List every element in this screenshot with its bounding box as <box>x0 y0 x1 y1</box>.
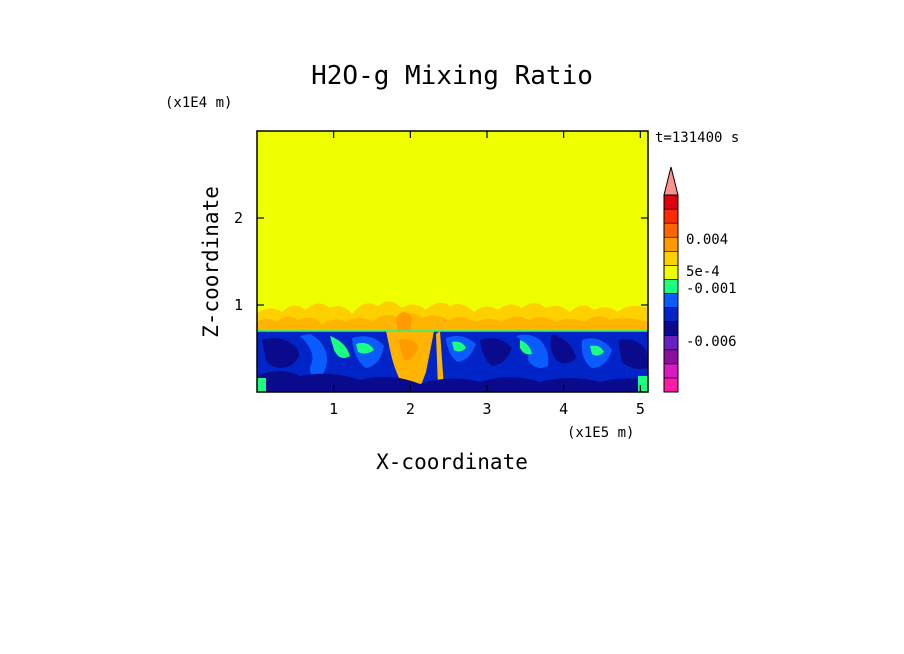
eddy-3 <box>330 336 350 358</box>
colorbar-frame <box>663 194 679 393</box>
colorbar-segment <box>663 321 679 337</box>
colorbar-segment <box>663 335 679 351</box>
contour-field <box>257 131 648 392</box>
x-scale-note: (x1E5 m) <box>567 425 634 441</box>
bottom-left-patch <box>257 378 266 392</box>
colorbar-segment <box>663 293 679 308</box>
x-tick-label: 3 <box>482 400 491 418</box>
bottom-band <box>257 371 648 392</box>
colorbar-label-0: 0.004 <box>686 232 728 248</box>
colorbar-segment <box>663 250 679 266</box>
x-tick-label: 4 <box>559 400 568 418</box>
plume-lower <box>386 331 434 388</box>
y-axis-ticks: 12 <box>234 209 648 314</box>
eddy-1 <box>262 338 299 368</box>
y-scale-note: (x1E4 m) <box>165 95 232 111</box>
plume-stalk <box>436 331 444 388</box>
colorbar-segment <box>663 222 679 238</box>
colorbar-segment <box>663 307 679 322</box>
colorbar-segment <box>663 194 679 210</box>
chart-title: H2O-g Mixing Ratio <box>311 61 593 91</box>
colorbar-segment <box>663 377 679 393</box>
colorbar-segment <box>663 363 679 379</box>
colorbar-label-1: 5e-4 <box>686 264 720 280</box>
eddy-5 <box>356 342 374 354</box>
eddy-10 <box>520 340 532 355</box>
colorbar-segment <box>663 349 679 365</box>
colorbar-segment <box>663 236 679 252</box>
x-tick-label: 5 <box>636 400 645 418</box>
time-label: t=131400 s <box>655 130 739 146</box>
eddy-13 <box>590 345 604 356</box>
region-transition-inner <box>257 313 648 331</box>
y-axis-label: Z-coordinate <box>199 186 223 338</box>
colorbar-label-2: -0.001 <box>686 281 737 297</box>
eddy-14 <box>618 339 648 370</box>
bottom-right-patch <box>638 376 648 392</box>
colorbar <box>663 166 679 393</box>
y-tick-label: 1 <box>234 296 243 314</box>
colorbar-label-3: -0.006 <box>686 334 737 350</box>
plot-frame <box>256 130 649 393</box>
plume-core <box>398 338 418 361</box>
plume-top <box>396 312 412 331</box>
x-tick-label: 2 <box>406 400 415 418</box>
colorbar-segment <box>663 208 679 224</box>
colorbar-segment <box>663 265 679 280</box>
eddy-11 <box>550 334 576 364</box>
eddy-8 <box>480 338 512 366</box>
x-axis-label: X-coordinate <box>376 450 528 474</box>
eddy-7 <box>452 341 466 352</box>
x-tick-label: 1 <box>329 400 338 418</box>
colorbar-extend-arrow <box>663 166 679 196</box>
eddy-2 <box>300 334 327 380</box>
y-tick-label: 2 <box>234 209 243 227</box>
colorbar-segment <box>663 279 679 294</box>
x-axis-ticks: 1 2 3 4 5 <box>329 131 645 418</box>
